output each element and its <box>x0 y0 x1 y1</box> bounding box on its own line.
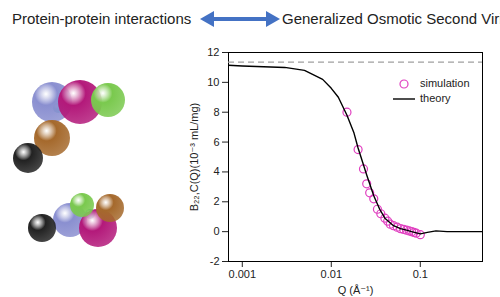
svg-text:12: 12 <box>207 46 219 58</box>
svg-text:0.01: 0.01 <box>321 268 342 280</box>
html-text:Protein-protein interactions: Protein-protein interactions <box>12 10 192 27</box>
svg-text:6: 6 <box>213 136 219 148</box>
html-text:simulation: simulation <box>420 77 470 89</box>
html-text:theory: theory <box>420 92 451 104</box>
svg-text:-2: -2 <box>210 255 220 267</box>
svg-text:B₂₂,C(Q)(10⁻³ mL/mg): B₂₂,C(Q)(10⁻³ mL/mg) <box>188 103 200 211</box>
svg-text:Q (Å⁻¹): Q (Å⁻¹) <box>338 284 374 296</box>
svg-text:0: 0 <box>213 225 219 237</box>
svg-text:0.001: 0.001 <box>229 268 257 280</box>
svg-text:4: 4 <box>213 165 219 177</box>
svg-text:8: 8 <box>213 106 219 118</box>
svg-text:2: 2 <box>213 195 219 207</box>
svg-text:0.1: 0.1 <box>413 268 428 280</box>
svg-text:10: 10 <box>207 76 219 88</box>
